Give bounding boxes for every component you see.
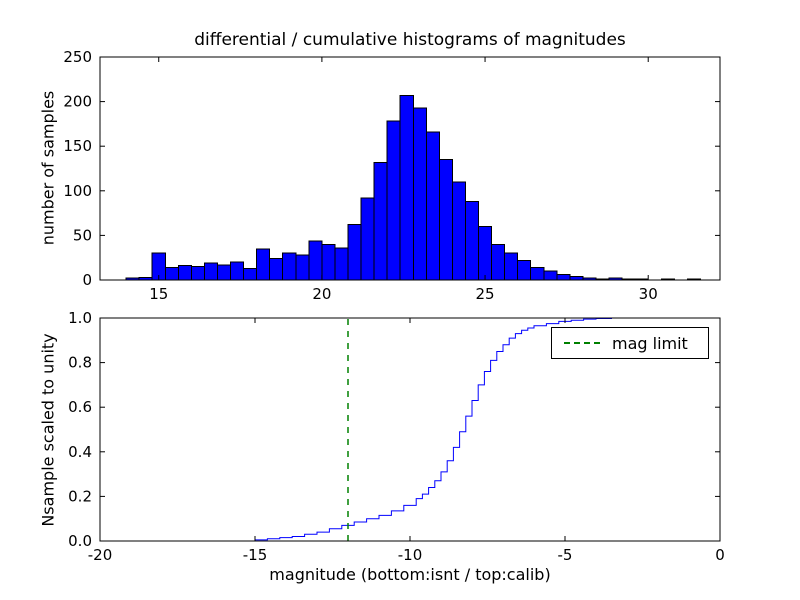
histogram-bar (425, 131, 440, 281)
histogram-bar (569, 275, 584, 281)
x-tick-label: -5 (558, 546, 573, 564)
histogram-bar (308, 240, 323, 281)
histogram-bar (530, 267, 545, 281)
histogram-bar (230, 261, 245, 281)
cumulative-step-line (100, 317, 720, 542)
x-tick-label: -20 (88, 546, 113, 564)
y-tick-label: 50 (73, 226, 92, 244)
histogram-bar (321, 243, 336, 281)
y-tick-label: 0.2 (68, 487, 92, 505)
legend-label-mag-limit: mag limit (612, 333, 688, 353)
axes-frame (99, 56, 721, 281)
y-tick-label: 100 (63, 182, 92, 200)
y-tick-label: 1.0 (68, 309, 92, 327)
legend: mag limit (551, 327, 709, 359)
histogram-bar (282, 252, 297, 281)
x-tick-label: 0 (715, 546, 725, 564)
x-tick-label: 30 (639, 285, 658, 303)
y-tick-label: 0.4 (68, 443, 92, 461)
histogram-bar (491, 243, 506, 281)
y-tick-label: 150 (63, 137, 92, 155)
histogram-bar (334, 247, 349, 281)
x-tick-label: 25 (476, 285, 495, 303)
histogram-bar (412, 107, 427, 281)
histogram-bar (556, 274, 571, 281)
histogram-bar (399, 94, 414, 281)
histogram-bar (190, 266, 205, 281)
y-tick-label: 200 (63, 93, 92, 111)
x-tick-label: -10 (398, 546, 423, 564)
histogram-bar (517, 259, 532, 281)
bottom-x-axis-label: magnitude (bottom:isnt / top:calib) (269, 565, 551, 584)
histogram-bar (203, 262, 218, 281)
histogram-bar (386, 120, 401, 281)
histogram-bar (256, 248, 271, 281)
x-tick-label: 15 (149, 285, 168, 303)
histogram-bar (478, 225, 493, 281)
histogram-bar (464, 201, 480, 281)
histogram-bar (451, 181, 466, 281)
histogram-bar (216, 264, 232, 281)
y-tick-label: 0 (82, 271, 92, 289)
histogram-bar (438, 159, 453, 281)
histogram-bar (373, 161, 388, 281)
y-tick-label: 0.0 (68, 532, 92, 550)
histogram-bar (243, 267, 258, 281)
figure-title: differential / cumulative histograms of … (194, 30, 626, 50)
histogram-bar (504, 252, 519, 281)
dashed-line-icon (564, 342, 600, 344)
histogram-bar (295, 254, 310, 281)
histogram-bar (269, 258, 284, 281)
histogram-bar (177, 265, 192, 281)
x-tick-label: -15 (243, 546, 268, 564)
histogram-bar (543, 270, 558, 281)
y-tick-label: 0.6 (68, 398, 92, 416)
y-tick-label: 0.8 (68, 354, 92, 372)
histogram-bar (347, 224, 362, 281)
x-tick-label: 20 (312, 285, 331, 303)
y-tick-label: 250 (63, 48, 92, 66)
histogram-bar (360, 197, 375, 281)
histogram-bar (164, 267, 179, 281)
